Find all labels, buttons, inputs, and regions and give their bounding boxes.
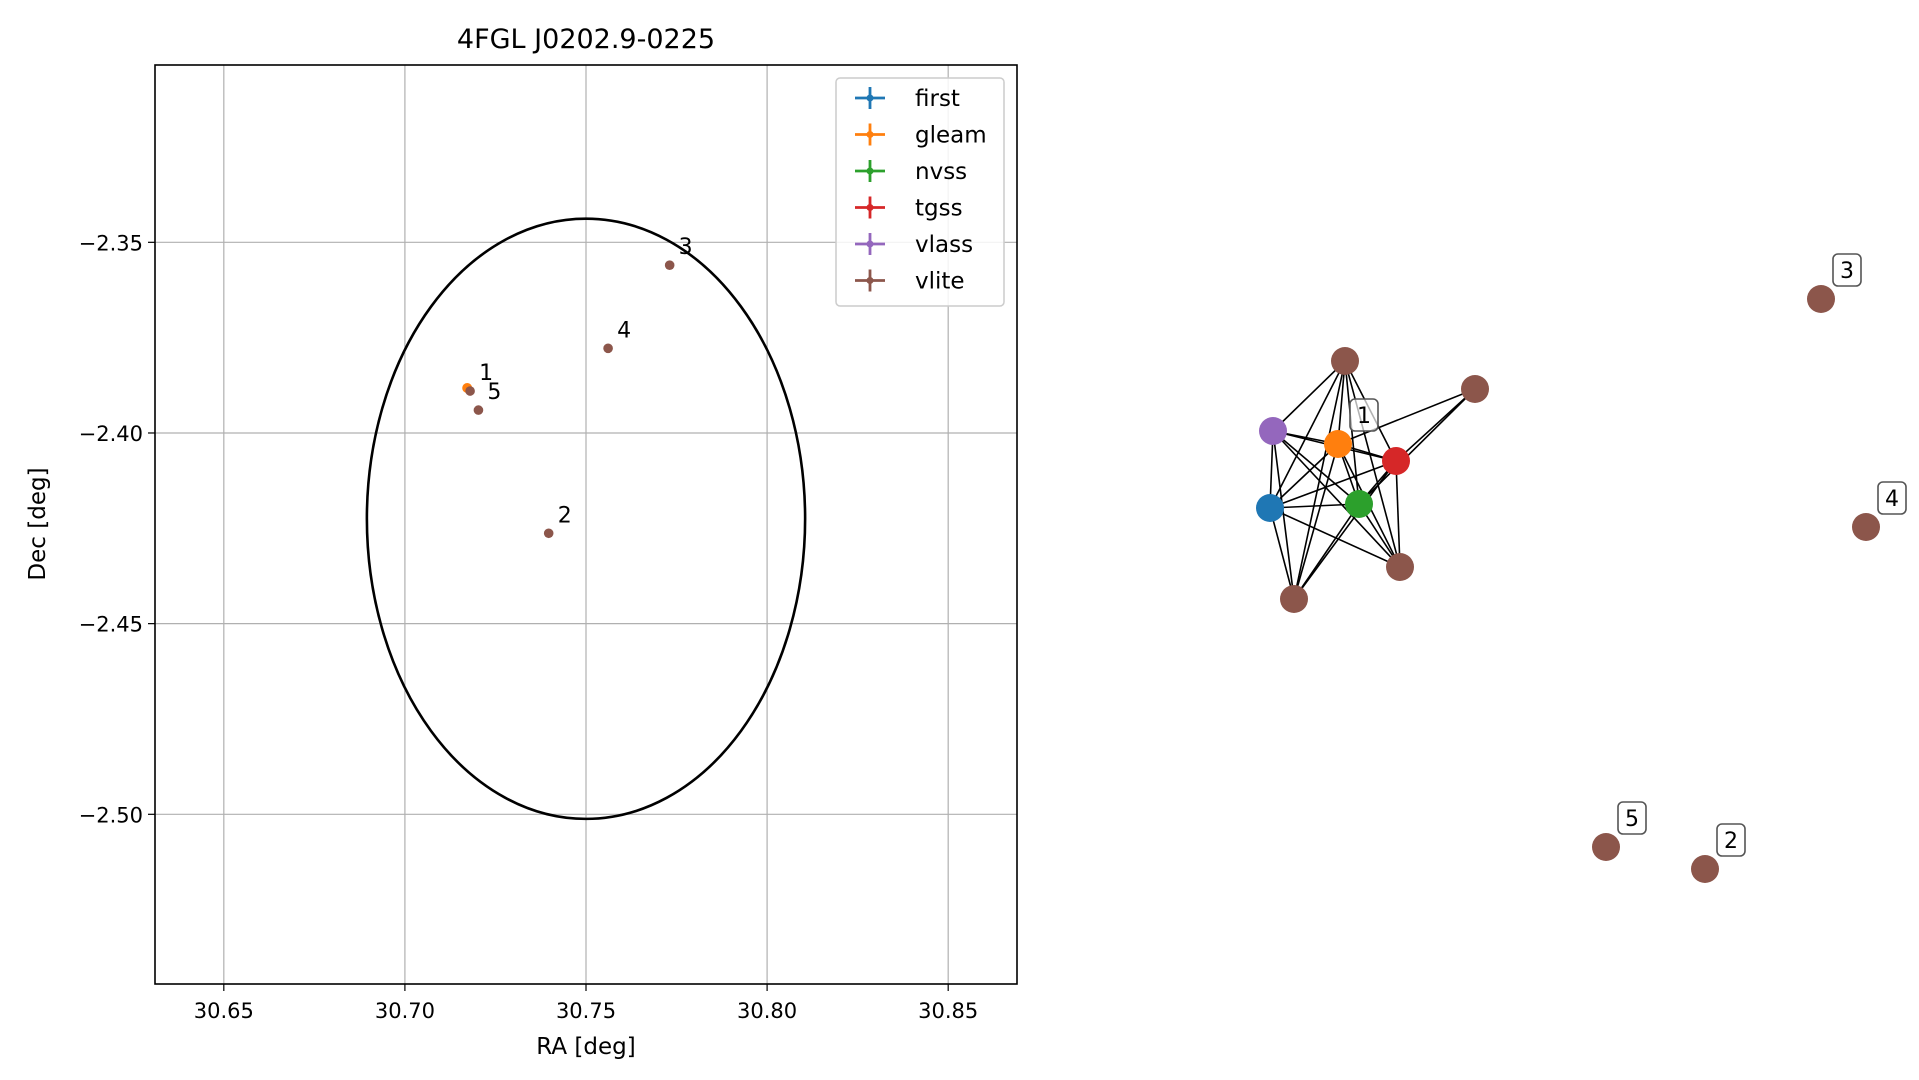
y-tick-label: −2.35	[79, 231, 143, 255]
graph-edge	[1269, 443, 1339, 509]
node-label-box	[1617, 801, 1647, 835]
x-tick-label: 30.70	[375, 999, 435, 1023]
graph-node-labels: 1 3 4 5 2	[1349, 253, 1907, 857]
graph-node-vlass	[1259, 417, 1287, 445]
graph-edge	[1293, 443, 1339, 600]
y-tick-label: −2.40	[79, 422, 143, 446]
graph-node-first	[1256, 494, 1284, 522]
data-points: 15 2 4 3	[462, 235, 693, 539]
node-label: 2	[1724, 829, 1738, 854]
graph-edge	[1269, 503, 1360, 509]
legend-label: vlite	[915, 269, 965, 295]
x-axis-label: RA [deg]	[536, 1034, 635, 1060]
error-ellipse	[365, 217, 807, 821]
point-label: 3	[679, 235, 693, 260]
graph-node-gleam	[1324, 430, 1352, 458]
graph-node-vlite	[1331, 347, 1359, 375]
legend-label: first	[915, 86, 960, 112]
data-point-vlite	[473, 405, 484, 415]
graph-node-vlite	[1592, 833, 1620, 861]
y-axis-label: Dec [deg]	[25, 467, 51, 580]
point-label: 1	[479, 361, 493, 386]
x-tick-label: 30.80	[737, 999, 797, 1023]
legend: first gleam nvss tgss vlass vlite	[835, 77, 1005, 307]
graph-edge	[1269, 460, 1397, 509]
graph-edge	[1269, 507, 1401, 568]
graph-edge	[1337, 388, 1476, 445]
axis-ticks: 30.65 30.70 30.75 30.80 30.85 −2.35 −2.40 −2.45…	[79, 231, 979, 1023]
graph-edge	[1272, 430, 1360, 505]
legend-marker-dot	[866, 167, 874, 175]
point-label: 2	[558, 503, 572, 528]
node-label-box	[1877, 481, 1907, 515]
scatter-panel: 15 2 4 3 30.65 30.70 30.75 30.80 30.85 −2.35 −2.4…	[25, 24, 1018, 1060]
y-tick-label: −2.50	[79, 803, 143, 827]
legend-label: tgss	[915, 196, 963, 222]
graph-node-vlite	[1461, 375, 1489, 403]
graph-node-vlite	[1386, 553, 1414, 581]
x-tick-label: 30.65	[194, 999, 254, 1023]
point-label: 4	[617, 318, 631, 343]
graph-node-vlite	[1280, 585, 1308, 613]
chart-title: 4FGL J0202.9-0225	[457, 24, 715, 55]
node-label-box	[1349, 398, 1379, 432]
node-label: 5	[1625, 807, 1639, 832]
node-label: 1	[1357, 404, 1371, 429]
graph-node-vlite	[1807, 285, 1835, 313]
graph-edge	[1344, 360, 1401, 568]
graph-edge	[1269, 360, 1346, 509]
graph-edge	[1293, 503, 1360, 600]
graph-node-nvss	[1345, 490, 1373, 518]
graph-edge	[1272, 430, 1401, 568]
legend-marker-dot	[866, 240, 874, 248]
graph-node-vlite	[1691, 855, 1719, 883]
legend-marker-dot	[866, 277, 874, 284]
data-point-vlite	[465, 386, 475, 396]
node-label: 4	[1885, 487, 1899, 512]
graph-edge	[1395, 460, 1401, 568]
data-point-vlite	[543, 528, 554, 539]
legend-label: nvss	[915, 159, 967, 185]
graph-node-tgss	[1382, 447, 1410, 475]
node-label: 3	[1840, 259, 1854, 284]
legend-marker-dot	[866, 94, 874, 102]
graph-nodes	[1256, 285, 1880, 883]
x-tick-label: 30.75	[556, 999, 616, 1023]
graph-edges	[1269, 360, 1476, 600]
node-label-box	[1716, 823, 1746, 857]
error-ellipse-layer	[365, 217, 807, 821]
x-tick-label: 30.85	[918, 999, 978, 1023]
legend-marker-dot	[866, 204, 874, 211]
y-tick-label: −2.45	[79, 613, 143, 637]
graph-edge	[1269, 507, 1295, 600]
node-label-box	[1832, 253, 1862, 287]
data-point-vlite	[603, 343, 613, 354]
legend-marker-dot	[866, 131, 874, 138]
point-label: 5	[487, 380, 501, 405]
data-point-vlite	[664, 260, 675, 270]
graph-node-vlite	[1852, 513, 1880, 541]
graph-edge	[1293, 460, 1397, 600]
legend-label: vlass	[915, 232, 973, 258]
network-graph: 1 3 4 5 2	[1256, 253, 1907, 883]
graph-edge	[1272, 360, 1346, 432]
legend-label: gleam	[915, 123, 987, 149]
